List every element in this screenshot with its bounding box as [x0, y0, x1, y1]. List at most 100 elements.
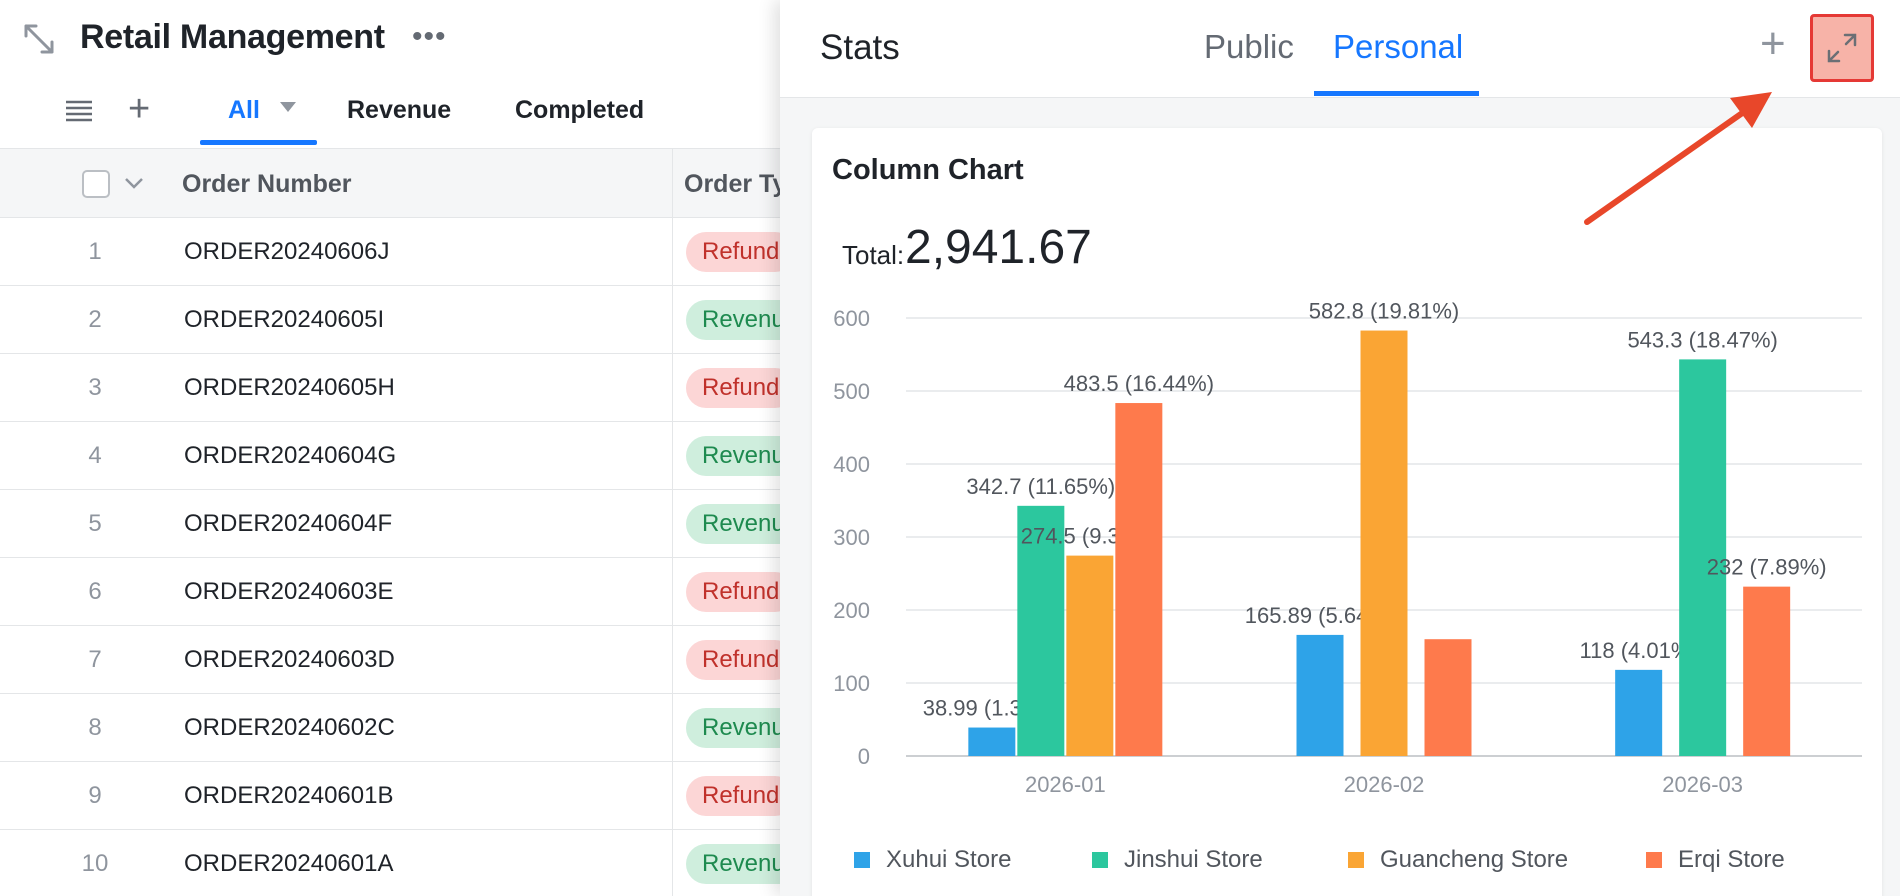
total-value: 2,941.67: [905, 221, 1092, 274]
y-tick-label: 100: [833, 671, 870, 696]
bar-erqi-store: [1424, 639, 1472, 756]
order-number-cell[interactable]: ORDER20240605H: [184, 374, 395, 401]
table-row[interactable]: 7 ORDER20240603D Refund: [0, 626, 796, 694]
order-number-cell[interactable]: ORDER20240602C: [184, 714, 395, 741]
legend-swatch: [1348, 852, 1364, 868]
total-label: Total:: [842, 240, 905, 270]
row-index: 6: [88, 578, 102, 605]
more-options-icon[interactable]: •••: [412, 20, 447, 53]
legend-swatch: [1646, 852, 1662, 868]
table-header: Order Number Order Ty: [0, 148, 786, 218]
bar-xuhui-store: [968, 727, 1016, 756]
legend-label: Jinshui Store: [1124, 846, 1263, 873]
order-number-cell[interactable]: ORDER20240605I: [184, 306, 385, 333]
bar-xuhui-store: [1296, 634, 1344, 756]
legend-item[interactable]: Erqi Store: [1646, 846, 1785, 874]
row-index: 7: [88, 646, 102, 673]
row-index: 9: [88, 782, 102, 809]
legend-label: Guancheng Store: [1380, 846, 1569, 873]
row-index: 2: [88, 306, 102, 333]
column-header-order-type[interactable]: Order Ty: [684, 170, 787, 198]
app-header: Retail Management •••: [0, 0, 780, 78]
chevron-down-icon[interactable]: [122, 171, 146, 195]
caret-down-icon[interactable]: [280, 102, 296, 112]
order-number-cell[interactable]: ORDER20240604G: [184, 442, 397, 469]
x-tick-label: 2026-03: [1662, 772, 1743, 797]
order-number-cell[interactable]: ORDER20240606J: [184, 238, 390, 265]
order-type-tag: Refund: [686, 572, 796, 612]
order-number-cell[interactable]: ORDER20240603D: [184, 646, 395, 673]
bar-jinshui-store: [1017, 505, 1065, 756]
table-row[interactable]: 9 ORDER20240601B Refund: [0, 762, 796, 830]
data-label: 118 (4.01%): [1580, 638, 1698, 663]
add-view-icon[interactable]: +: [128, 88, 151, 130]
order-type-tag: Refund: [686, 776, 796, 816]
order-number-cell[interactable]: ORDER20240604F: [184, 510, 393, 537]
legend-label: Xuhui Store: [886, 846, 1012, 873]
table-row[interactable]: 8 ORDER20240602C Revenue: [0, 694, 815, 762]
bar-guancheng-store: [1066, 555, 1114, 756]
list-menu-icon[interactable]: [64, 96, 94, 126]
row-index: 3: [88, 374, 102, 401]
order-type-tag: Refund: [686, 232, 796, 272]
bar-erqi-store: [1115, 403, 1163, 756]
view-toolbar: + All Revenue Completed: [0, 78, 780, 148]
column-divider: [672, 148, 673, 896]
stats-panel: Stats Public Personal + Column Chart Tot…: [780, 0, 1900, 896]
table-row[interactable]: 4 ORDER20240604G Revenue: [0, 422, 815, 490]
legend-item[interactable]: Jinshui Store: [1092, 846, 1263, 874]
stats-title: Stats: [820, 28, 900, 67]
tab-completed[interactable]: Completed: [515, 96, 645, 124]
row-index: 4: [88, 442, 102, 469]
order-number-cell[interactable]: ORDER20240603E: [184, 578, 394, 605]
order-type-tag: Refund: [686, 640, 796, 680]
column-header-order-number[interactable]: Order Number: [182, 170, 352, 198]
table-row[interactable]: 10 ORDER20240601A Revenue: [0, 830, 815, 896]
order-number-cell[interactable]: ORDER20240601B: [184, 782, 394, 809]
data-label: 543.3 (18.47%): [1627, 327, 1777, 352]
legend-swatch: [854, 852, 870, 868]
chart-card: Column Chart Total: 2,941.67 0 100 200 300 4…: [812, 128, 1882, 896]
tab-all[interactable]: All: [228, 96, 260, 124]
tab-public[interactable]: Public: [1204, 28, 1294, 65]
legend-item[interactable]: Xuhui Store: [854, 846, 1011, 874]
tab-revenue[interactable]: Revenue: [347, 96, 452, 124]
add-chart-icon[interactable]: +: [1760, 19, 1786, 68]
expand-icon: [1827, 33, 1857, 63]
table-row[interactable]: 3 ORDER20240605H Refund: [0, 354, 796, 422]
row-index: 8: [88, 714, 102, 741]
y-tick-label: 500: [833, 379, 870, 404]
active-tab-indicator: [1314, 91, 1479, 96]
orders-table: Order Number Order Ty 1 ORDER20240606J Ref…: [0, 148, 815, 896]
order-type-tag: Refund: [686, 368, 796, 408]
bar-erqi-store: [1743, 586, 1791, 756]
tab-personal[interactable]: Personal: [1333, 28, 1464, 65]
y-tick-label: 600: [833, 306, 870, 331]
table-row[interactable]: 6 ORDER20240603E Refund: [0, 558, 796, 626]
row-index: 5: [88, 510, 102, 537]
page-title: Retail Management: [80, 18, 385, 56]
table-row[interactable]: 5 ORDER20240604F Revenue: [0, 490, 815, 558]
x-tick-label: 2026-01: [1025, 772, 1106, 797]
bar-xuhui-store: [1615, 669, 1663, 756]
y-tick-label: 200: [833, 598, 870, 623]
row-index: 1: [88, 238, 102, 265]
active-tab-indicator: [200, 140, 317, 145]
order-number-cell[interactable]: ORDER20240601A: [184, 850, 394, 877]
y-tick-label: 400: [833, 452, 870, 477]
fullscreen-button[interactable]: [1810, 14, 1874, 82]
legend-item[interactable]: Guancheng Store: [1348, 846, 1568, 874]
bar-jinshui-store: [1679, 359, 1727, 756]
y-tick-label: 300: [833, 525, 870, 550]
expand-diagonal-icon[interactable]: [22, 22, 56, 56]
table-row[interactable]: 2 ORDER20240605I Revenue: [0, 286, 815, 354]
stats-header: Stats Public Personal +: [780, 0, 1900, 98]
select-all-checkbox[interactable]: [82, 170, 110, 198]
data-label: 483.5 (16.44%): [1064, 371, 1214, 396]
table-row[interactable]: 1 ORDER20240606J Refund: [0, 218, 796, 286]
legend-swatch: [1092, 852, 1108, 868]
bar-guancheng-store: [1360, 330, 1408, 756]
data-label: 342.7 (11.65%): [966, 474, 1115, 499]
chart-title: Column Chart: [832, 154, 1024, 186]
